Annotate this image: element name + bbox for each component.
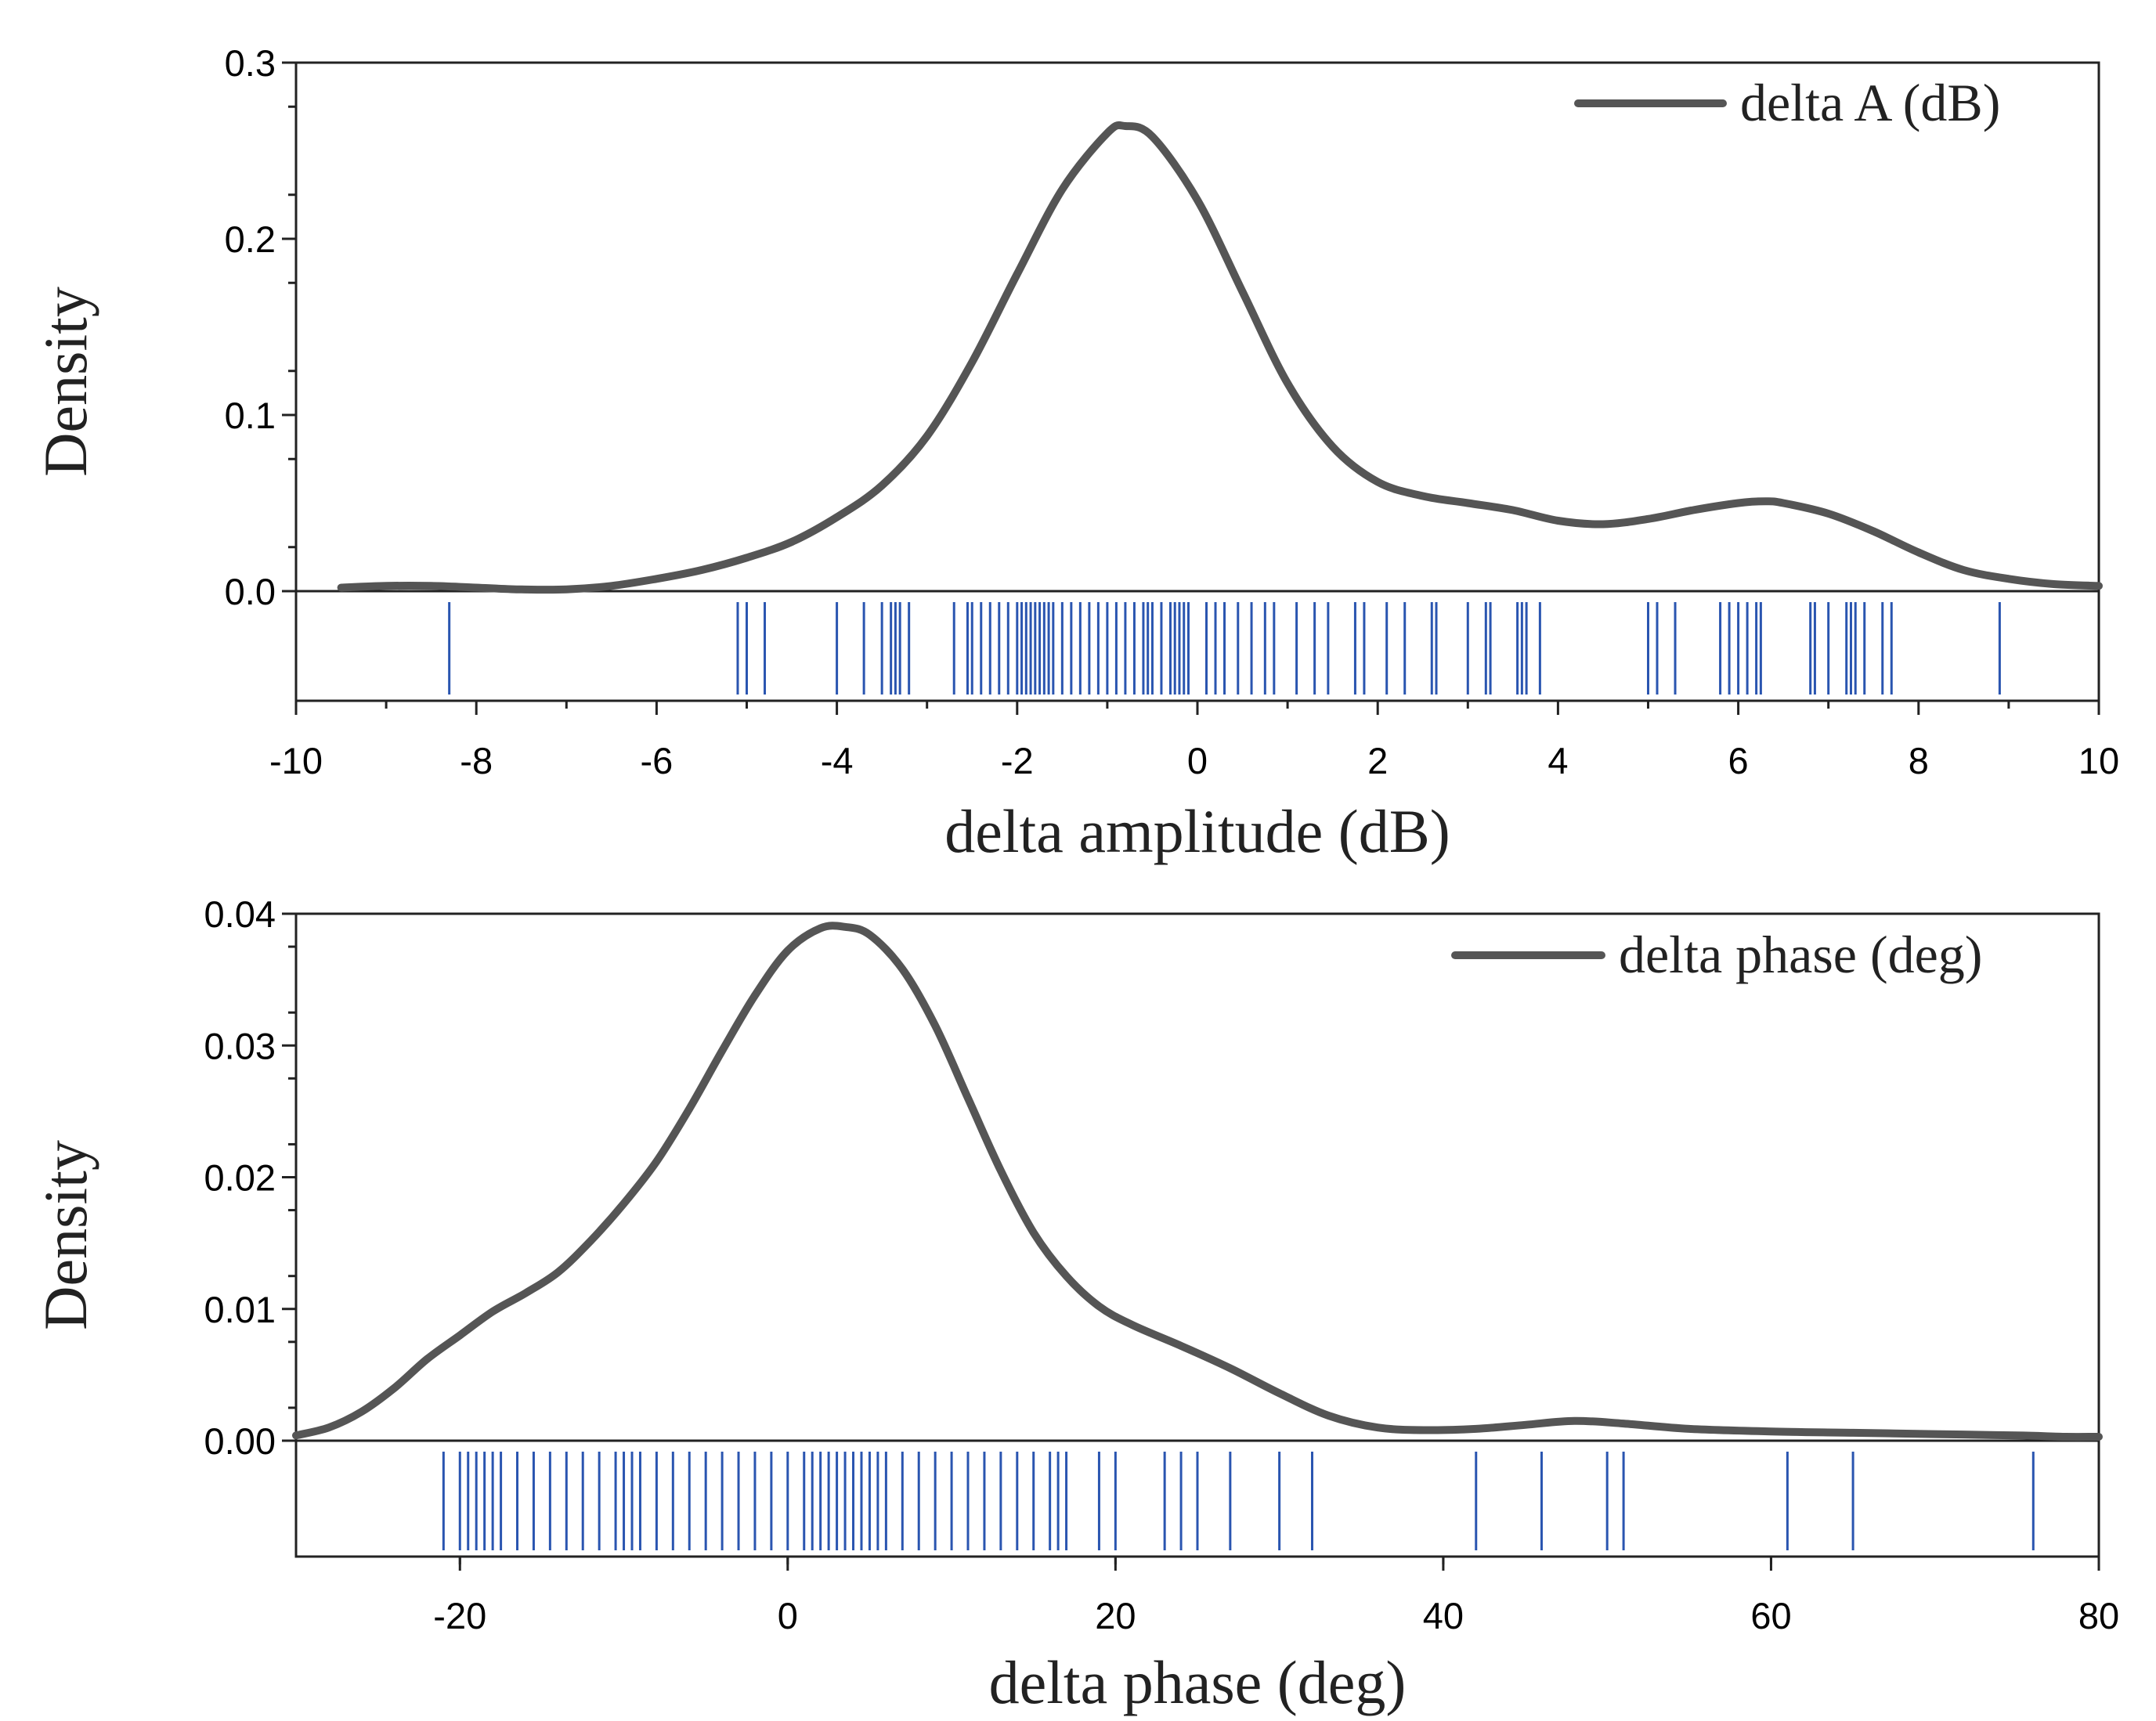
legend-label: delta A (dB) — [1740, 73, 2000, 132]
phase-density-panel: 0.00 0.01 0.02 0.03 0.04 -20 0 20 40 60 80 delta ph… — [31, 893, 2119, 1716]
amplitude-density-panel: 0.0 0.1 0.2 0.3 -10 -8 -6 -4 -2 0 2 4 6 8 10 delta A (d… — [31, 42, 2119, 865]
x-tick-label: 0 — [778, 1595, 798, 1636]
y-axis-title: Density — [31, 1140, 99, 1330]
legend-label: delta phase (deg) — [1619, 925, 1982, 984]
y-tick-label: 0.01 — [204, 1289, 276, 1330]
x-tick-label: 4 — [1547, 740, 1568, 781]
density-curve — [337, 121, 2103, 594]
x-tick-label: 40 — [1423, 1595, 1464, 1636]
x-tick-label: -4 — [821, 740, 854, 781]
x-tick-label: 0 — [1187, 740, 1208, 781]
x-tick-label: 80 — [2078, 1595, 2119, 1636]
x-tick-label: -20 — [433, 1595, 486, 1636]
y-tick-label: 0.02 — [204, 1157, 276, 1199]
x-tick-label: 10 — [2078, 740, 2119, 781]
y-tick-label: 0.1 — [225, 395, 276, 436]
x-tick-label: 6 — [1728, 740, 1749, 781]
y-tick-label: 0.0 — [225, 571, 276, 612]
plot-frame — [294, 912, 2100, 1558]
density-curve — [292, 922, 2103, 1441]
x-tick-label: 20 — [1095, 1595, 1136, 1636]
y-tick-label: 0.2 — [225, 218, 276, 260]
y-tick-label: 0.04 — [204, 893, 276, 935]
x-tick-label: 8 — [1909, 740, 1929, 781]
y-tick-label: 0.03 — [204, 1025, 276, 1066]
y-tick-label: 0.3 — [225, 42, 276, 84]
y-tick-label: 0.00 — [204, 1420, 276, 1462]
x-tick-label: 2 — [1367, 740, 1388, 781]
x-axis-title: delta amplitude (dB) — [944, 797, 1450, 865]
x-axis-title: delta phase (deg) — [989, 1648, 1407, 1716]
x-tick-label: 60 — [1750, 1595, 1791, 1636]
x-tick-label: -2 — [1001, 740, 1034, 781]
x-tick-label: -8 — [460, 740, 493, 781]
x-tick-label: -6 — [641, 740, 674, 781]
x-tick-label: -10 — [269, 740, 323, 781]
y-axis-title: Density — [31, 287, 99, 477]
